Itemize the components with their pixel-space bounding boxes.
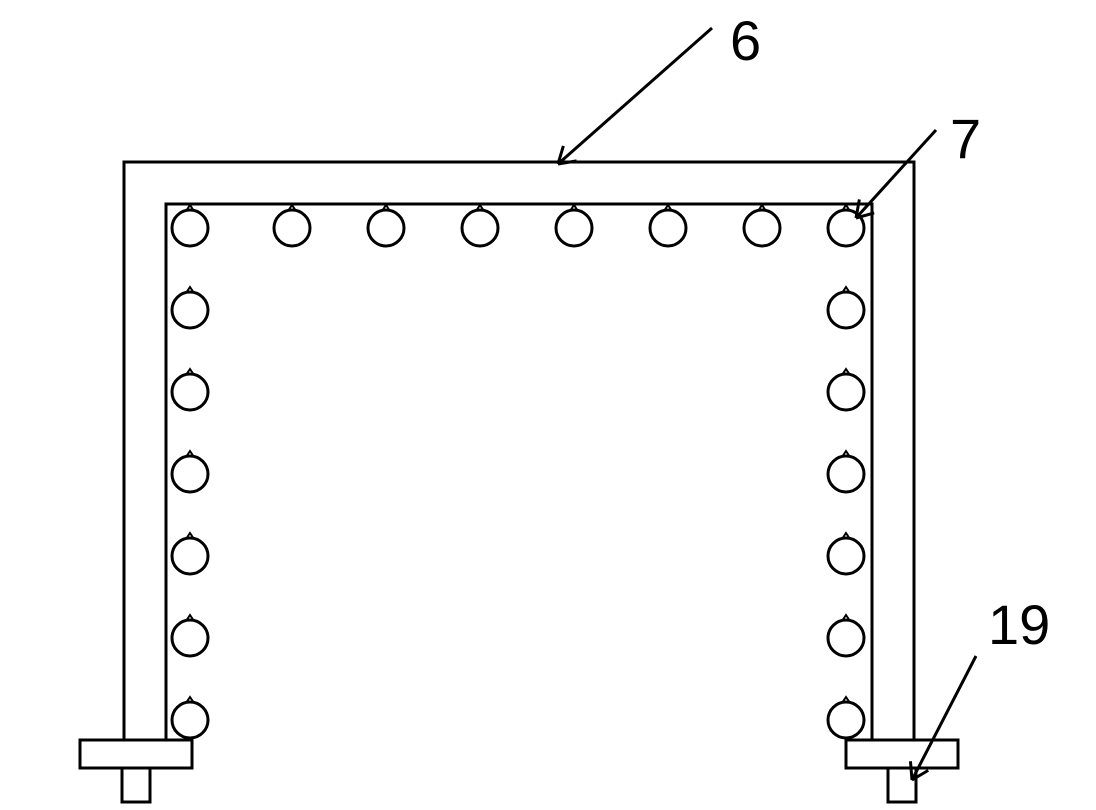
callout-7-label: 7 <box>950 107 981 170</box>
right-stud-4 <box>828 538 864 574</box>
top-stud-3 <box>462 210 498 246</box>
left-stud-1 <box>172 292 208 328</box>
callout-6-leader <box>558 28 712 164</box>
frame-u-shape <box>124 162 914 740</box>
right-stud-1 <box>828 292 864 328</box>
top-stud-6 <box>744 210 780 246</box>
left-stud-5 <box>172 620 208 656</box>
callout-6-label: 6 <box>730 9 761 72</box>
right-stud-5 <box>828 620 864 656</box>
right-stud-3 <box>828 456 864 492</box>
top-stud-5 <box>650 210 686 246</box>
right-stud-2 <box>828 374 864 410</box>
left-foot-peg <box>122 768 150 802</box>
left-stud-3 <box>172 456 208 492</box>
top-stud-1 <box>274 210 310 246</box>
top-stud-4 <box>556 210 592 246</box>
right-foot-pad <box>846 740 958 768</box>
right-stud-6 <box>828 702 864 738</box>
top-stud-2 <box>368 210 404 246</box>
left-stud-6 <box>172 702 208 738</box>
callout-19-leader <box>912 656 976 780</box>
left-stud-2 <box>172 374 208 410</box>
left-stud-4 <box>172 538 208 574</box>
callout-19-label: 19 <box>988 593 1050 656</box>
left-stud-0 <box>172 210 208 246</box>
left-foot-pad <box>80 740 192 768</box>
callout-7-leader <box>856 130 936 218</box>
